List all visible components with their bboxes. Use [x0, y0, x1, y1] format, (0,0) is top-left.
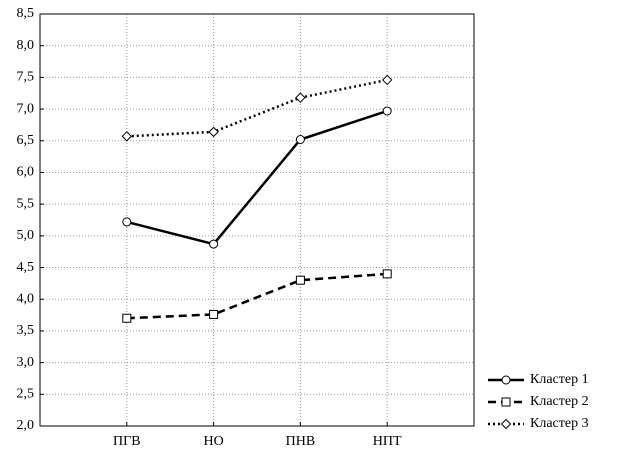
- plot-frame: [39, 13, 475, 427]
- legend-label: Кластер 3: [530, 416, 589, 431]
- y-tick-label: 5,0: [17, 228, 35, 243]
- y-tick-label: 7,5: [17, 70, 35, 85]
- data-point: [122, 217, 132, 227]
- legend-marker: [500, 418, 512, 430]
- legend-label: Кластер 2: [530, 394, 589, 409]
- data-point: [295, 92, 306, 103]
- legend-marker: [501, 397, 511, 407]
- series-line: [126, 109, 388, 246]
- data-point: [295, 275, 305, 285]
- data-point: [208, 126, 219, 138]
- x-tick-label: ПНВ: [286, 434, 316, 449]
- y-tick-label: 2,5: [17, 387, 35, 402]
- y-tick-label: 2,0: [17, 418, 35, 433]
- y-tick-label: 3,5: [17, 323, 35, 338]
- y-tick-label: 4,0: [17, 291, 35, 306]
- data-point: [382, 269, 392, 279]
- legend-label: Кластер 1: [530, 372, 589, 387]
- y-tick-label: 5,5: [17, 196, 35, 211]
- series-line: [126, 272, 388, 320]
- series-line: [126, 78, 388, 138]
- y-tick-label: 6,0: [17, 165, 35, 180]
- y-tick-label: 7,0: [17, 101, 35, 116]
- y-tick-label: 3,0: [17, 355, 35, 370]
- data-point: [121, 131, 133, 142]
- data-point: [209, 239, 219, 249]
- x-tick-label: НО: [203, 434, 223, 449]
- data-point: [382, 106, 392, 116]
- data-point: [295, 135, 305, 145]
- data-point: [209, 309, 219, 319]
- y-tick-label: 4,5: [17, 260, 35, 275]
- x-tick-label: ПГВ: [113, 434, 141, 449]
- y-tick-label: 6,5: [17, 133, 35, 148]
- legend-marker: [501, 375, 511, 385]
- y-tick-label: 8,0: [17, 38, 35, 53]
- data-point: [122, 313, 132, 323]
- x-tick-label: НПТ: [373, 434, 402, 449]
- y-tick-label: 8,5: [17, 6, 35, 21]
- data-point: [381, 74, 393, 86]
